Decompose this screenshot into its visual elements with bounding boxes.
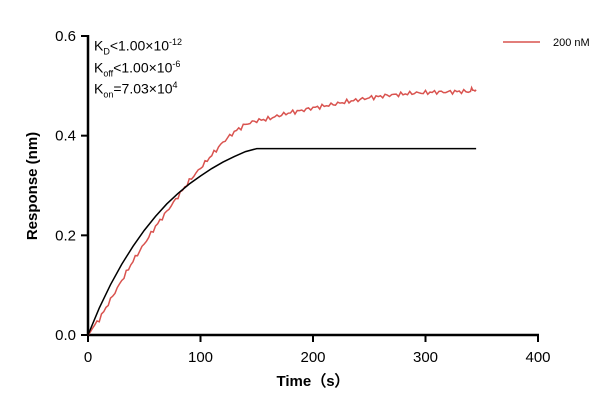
annotation-kon: Kon=7.03×104 bbox=[94, 80, 178, 100]
x-tick-label: 200 bbox=[300, 349, 325, 366]
x-tick-label: 100 bbox=[188, 349, 213, 366]
x-tick-label: 300 bbox=[413, 349, 438, 366]
y-tick-label: 0.6 bbox=[55, 28, 76, 45]
x-tick-label: 0 bbox=[84, 349, 92, 366]
x-axis-title: Time（s） bbox=[276, 372, 349, 390]
y-tick-label: 0.0 bbox=[55, 327, 76, 344]
y-axis-title: Response (nm) bbox=[24, 132, 41, 240]
annotation-koff: Koff<1.00×10-6 bbox=[94, 59, 181, 79]
legend-label: 200 nM bbox=[553, 37, 590, 49]
annotation-kd: KD<1.00×10-12 bbox=[94, 37, 183, 57]
y-tick-label: 0.4 bbox=[55, 128, 76, 145]
y-tick-label: 0.2 bbox=[55, 227, 76, 244]
x-tick-label: 400 bbox=[525, 349, 550, 366]
series-200nm-line bbox=[87, 85, 477, 336]
fit-curve-line bbox=[87, 147, 477, 336]
